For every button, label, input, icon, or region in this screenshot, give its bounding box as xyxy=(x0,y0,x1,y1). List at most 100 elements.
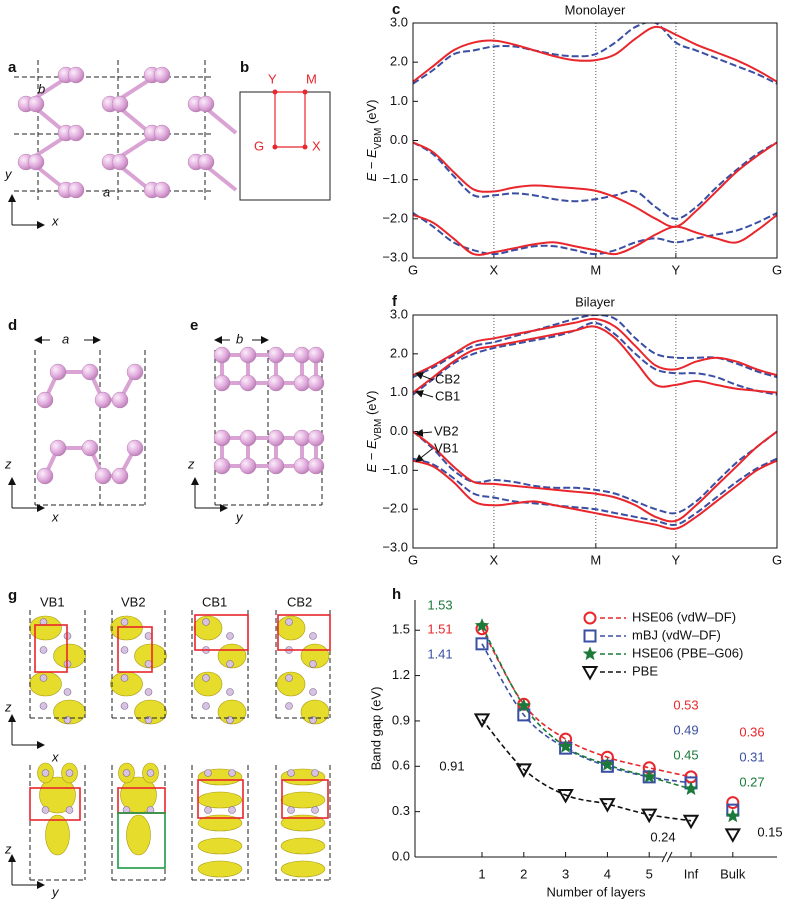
isosurface xyxy=(197,814,243,832)
atom xyxy=(239,346,257,364)
value-label: 0.15 xyxy=(757,824,782,839)
marker xyxy=(583,629,597,643)
lattice-label: a xyxy=(62,331,69,346)
k-label: G xyxy=(254,138,264,153)
y-tick-label: 0.9 xyxy=(392,712,410,727)
axis-label: y xyxy=(51,884,60,899)
band-line xyxy=(413,25,777,83)
marker xyxy=(474,618,490,632)
value-label: 1.51 xyxy=(427,621,452,636)
marker xyxy=(581,666,599,681)
plot-frame xyxy=(412,314,778,549)
atom xyxy=(111,391,129,409)
y-tick-label: 0.0 xyxy=(390,132,408,147)
x-tick-label: 3 xyxy=(562,866,569,881)
y-axis-label: E − EVBM (eV) xyxy=(364,99,384,181)
y-axis-label-part: VBM xyxy=(373,128,384,150)
y-tick-label: 0.3 xyxy=(392,803,410,818)
band-line xyxy=(413,430,777,523)
x-tick-label: G xyxy=(408,262,418,277)
axis-label: y xyxy=(235,509,244,524)
atom xyxy=(285,618,293,626)
atom xyxy=(120,646,129,654)
k-points xyxy=(272,89,308,150)
y-tick-label: 1.0 xyxy=(390,384,408,399)
isosurface xyxy=(193,671,223,697)
atom xyxy=(226,688,234,696)
panel-label: g xyxy=(8,587,17,604)
atom xyxy=(267,457,285,475)
atom xyxy=(311,769,319,777)
atom xyxy=(309,632,317,640)
atom xyxy=(197,153,215,171)
atom xyxy=(267,374,285,392)
region-box xyxy=(29,787,81,821)
atom xyxy=(67,66,85,84)
x-tick-label: G xyxy=(772,552,782,567)
state-label: VB1 xyxy=(40,594,65,609)
atom xyxy=(126,363,144,381)
y-tick-label: −1.0 xyxy=(382,462,408,477)
atom xyxy=(36,391,54,409)
atom xyxy=(307,429,325,447)
atom xyxy=(287,769,295,777)
atom xyxy=(120,674,129,682)
y-tick-label: −3.0 xyxy=(382,539,408,554)
chart-title: Bilayer xyxy=(575,294,615,309)
annotation: VB2 xyxy=(434,423,459,438)
marker xyxy=(683,781,699,796)
value-label: 1.41 xyxy=(427,646,452,661)
value-label: 0.31 xyxy=(739,749,764,764)
band-line xyxy=(413,141,777,220)
y-axis-label: Band gap (eV) xyxy=(368,687,383,771)
atom xyxy=(287,806,295,814)
x-tick-label: Y xyxy=(672,262,681,277)
legend-label: HSE06 (PBE–G06) xyxy=(632,645,743,660)
atom xyxy=(94,391,112,409)
isosurface xyxy=(197,837,243,855)
atom xyxy=(27,153,45,171)
annotation: VB1 xyxy=(434,440,459,455)
axis-label: z xyxy=(4,841,12,856)
atom xyxy=(144,660,153,668)
atom xyxy=(293,346,311,364)
isosurface xyxy=(280,860,326,878)
x-tick-label: Bulk xyxy=(720,866,746,881)
band-line xyxy=(413,325,777,394)
x-tick-label: G xyxy=(772,262,782,277)
axis-label: x xyxy=(51,213,59,228)
marker xyxy=(641,769,657,784)
band-line xyxy=(413,317,777,377)
atom xyxy=(36,467,54,485)
marker xyxy=(558,738,573,753)
atom xyxy=(126,439,144,457)
isosurface xyxy=(134,643,167,669)
isosurface xyxy=(193,615,223,641)
y-tick-label: −1.0 xyxy=(382,171,408,186)
band-line xyxy=(413,459,777,530)
panel-label: f xyxy=(392,293,398,310)
value-label: 0.49 xyxy=(673,722,698,737)
axis-label: z xyxy=(187,456,195,471)
isosurface xyxy=(53,643,86,669)
band-line xyxy=(413,212,777,256)
value-label: 1.53 xyxy=(427,597,452,612)
atom xyxy=(285,674,293,682)
atom xyxy=(202,674,210,682)
isosurface xyxy=(134,699,167,725)
atom xyxy=(307,457,325,475)
axis-label: z xyxy=(4,456,12,471)
atom xyxy=(197,95,215,113)
atom xyxy=(94,467,112,485)
atom xyxy=(39,702,48,710)
atom xyxy=(239,457,257,475)
marker xyxy=(475,637,489,651)
x-tick-label: X xyxy=(490,262,499,277)
axis-label: x xyxy=(51,509,59,524)
y-tick-label: 1.2 xyxy=(392,667,410,682)
atom xyxy=(81,439,99,457)
marker xyxy=(726,796,740,810)
atom xyxy=(49,363,67,381)
atom xyxy=(65,769,74,777)
annotation-arrow xyxy=(415,428,433,437)
